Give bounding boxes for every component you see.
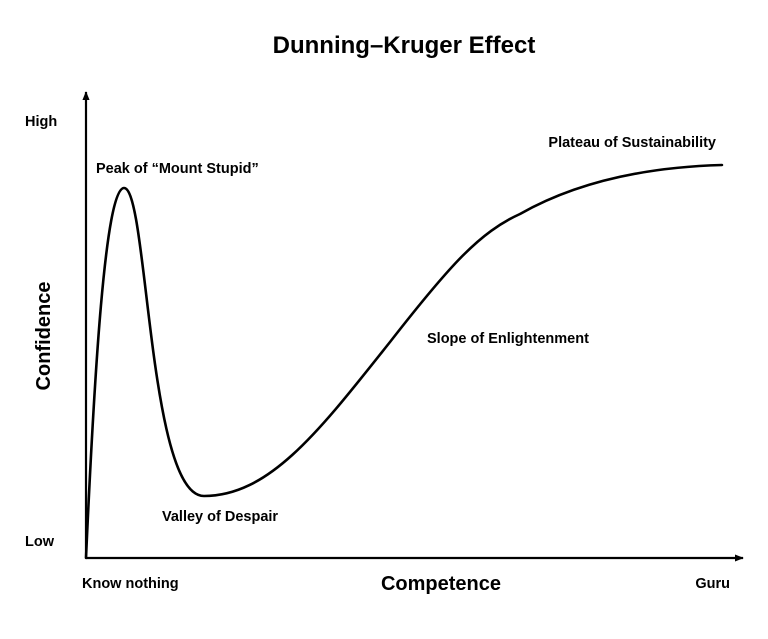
diagram-title: Dunning–Kruger Effect	[273, 32, 536, 59]
x-axis-title: Competence	[381, 573, 501, 595]
x-tick-know-nothing: Know nothing	[82, 576, 179, 592]
y-axis-title: Confidence	[33, 282, 55, 391]
x-tick-guru: Guru	[695, 576, 730, 592]
y-tick-low: Low	[25, 534, 55, 550]
y-tick-high: High	[25, 114, 57, 130]
label-slope-of-enlightenment: Slope of Enlightenment	[427, 331, 589, 347]
confidence-curve	[84, 163, 724, 560]
label-peak-mount-stupid: Peak of “Mount Stupid”	[96, 161, 259, 177]
label-valley-of-despair: Valley of Despair	[162, 509, 278, 525]
label-plateau-of-sustainability: Plateau of Sustainability	[548, 135, 716, 151]
